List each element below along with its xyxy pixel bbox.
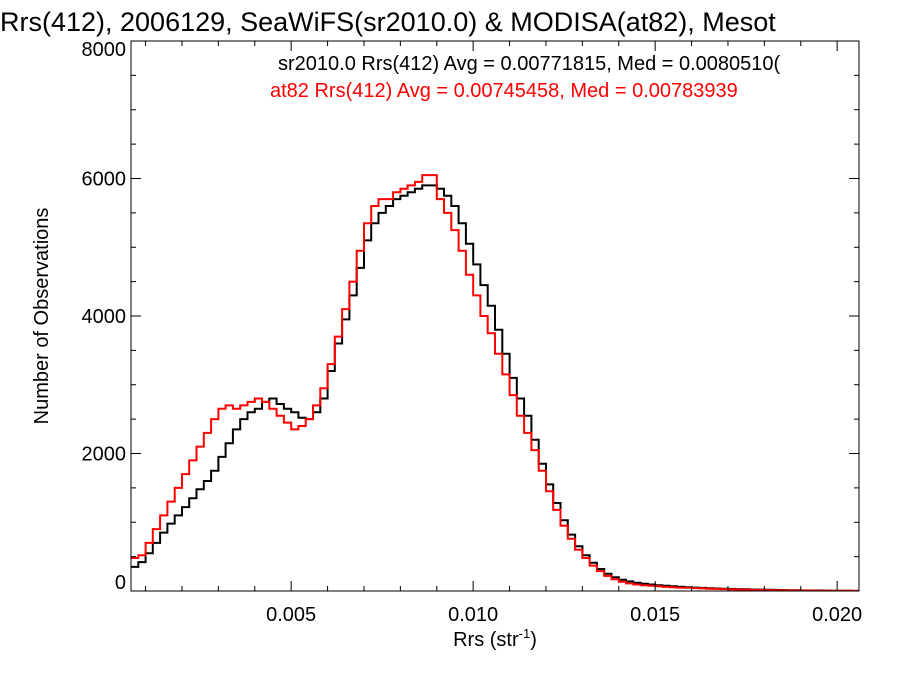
y-tick-label: 8000 xyxy=(82,39,127,61)
x-tick-label: 0.020 xyxy=(812,604,862,626)
x-tick-label: 0.015 xyxy=(630,604,680,626)
y-axis-label: Number of Observations xyxy=(31,208,53,425)
axis-ticks xyxy=(131,40,859,592)
legend-entry-at82: at82 Rrs(412) Avg = 0.00745458, Med = 0.… xyxy=(270,80,738,102)
series-layer xyxy=(131,174,859,591)
y-tick-label: 4000 xyxy=(82,306,127,328)
y-tick-label: 6000 xyxy=(82,169,127,191)
tick-labels: 0.005 0.010 0.015 0.020 0 2000 4000 6000 8000 xyxy=(82,39,863,626)
y-tick-label: 0 xyxy=(115,572,126,594)
series-line-sr2010 xyxy=(131,184,859,591)
x-tick-label: 0.005 xyxy=(266,604,316,626)
legend-entry-sr2010: sr2010.0 Rrs(412) Avg = 0.00771815, Med … xyxy=(278,53,781,75)
y-tick-label: 2000 xyxy=(82,444,127,466)
x-axis-label: Rrs (str-1) xyxy=(453,626,537,651)
chart-title: Rrs(412), 2006129, SeaWiFS(sr2010.0) & M… xyxy=(0,7,776,37)
x-tick-label: 0.010 xyxy=(448,604,498,626)
series-line-at82 xyxy=(131,174,859,591)
